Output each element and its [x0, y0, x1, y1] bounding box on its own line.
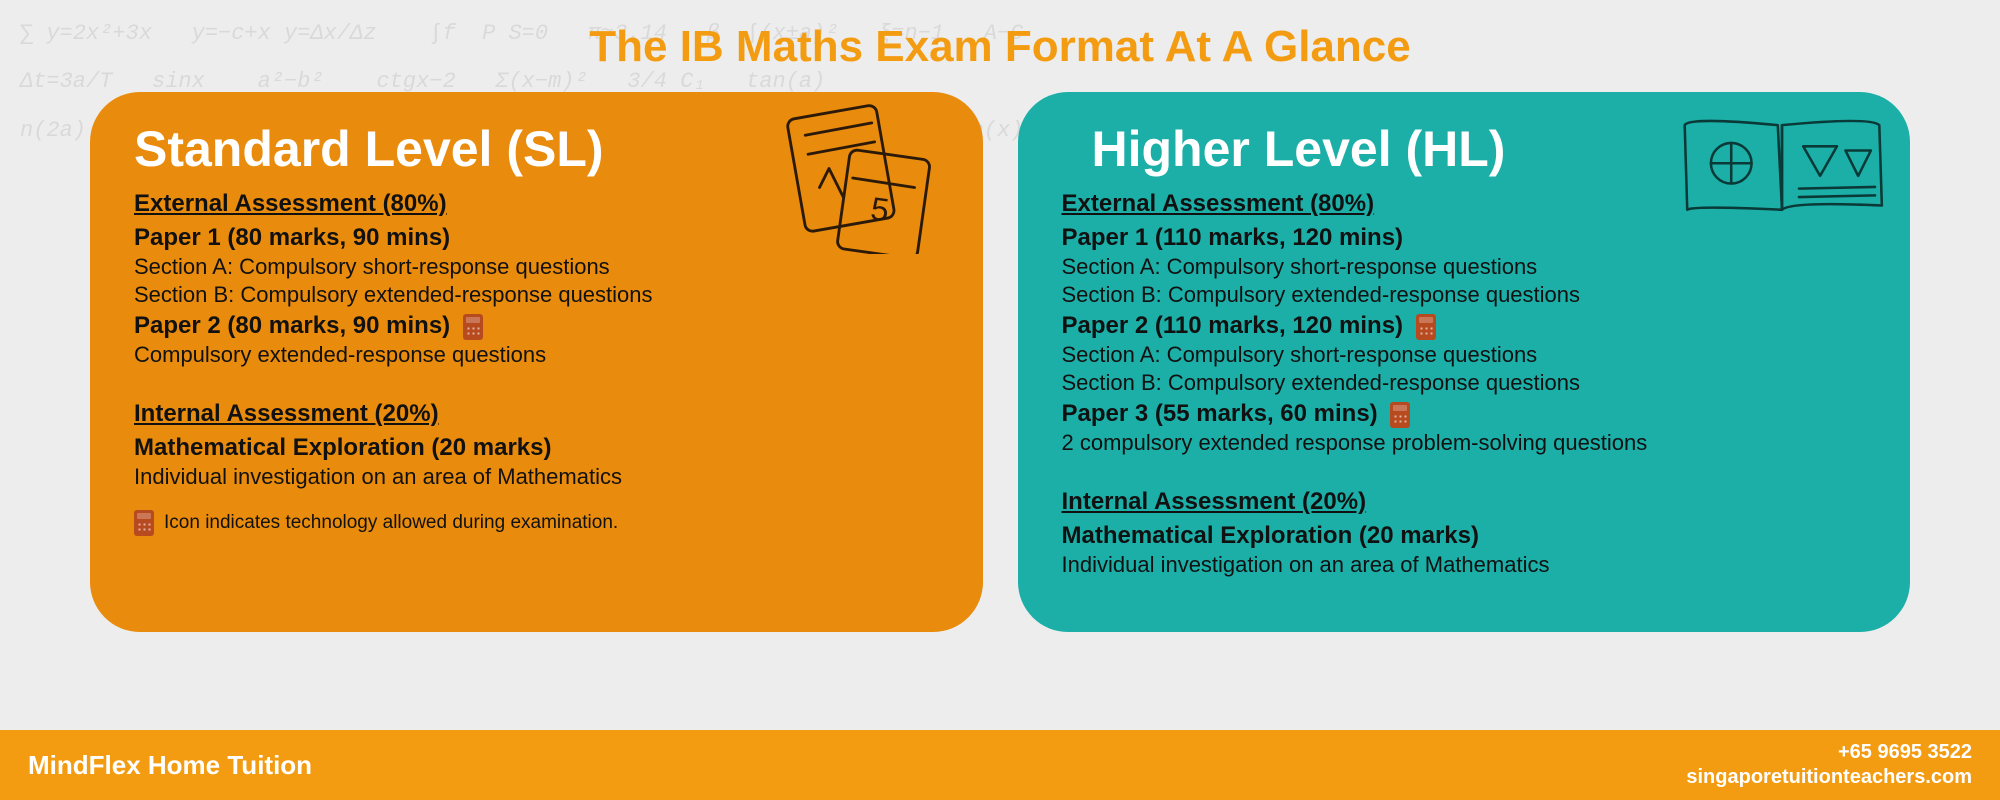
footer-bar: MindFlex Home Tuition +65 9695 3522 sing…: [0, 730, 2000, 800]
contact-site: singaporetuitionteachers.com: [1686, 765, 1972, 790]
books-icon: 5: [753, 102, 943, 254]
brand-name: MindFlex Home Tuition: [28, 750, 312, 781]
hl-paper1-section-b: Section B: Compulsory extended-response …: [1062, 282, 1867, 308]
open-book-icon: [1672, 104, 1892, 231]
sl-paper1-section-b: Section B: Compulsory extended-response …: [134, 282, 939, 308]
sl-card: 5 Standard Level (SL) External Assessmen…: [90, 92, 983, 632]
calculator-icon: [1416, 314, 1436, 340]
calculator-icon: [463, 314, 483, 340]
sl-paper1-section-a: Section A: Compulsory short-response que…: [134, 254, 939, 280]
hl-paper2-section-b: Section B: Compulsory extended-response …: [1062, 370, 1867, 396]
cards-container: 5 Standard Level (SL) External Assessmen…: [0, 72, 2000, 632]
sl-paper2: Paper 2 (80 marks, 90 mins): [134, 312, 939, 340]
sl-paper2-desc: Compulsory extended-response questions: [134, 342, 939, 368]
calculator-icon: [134, 510, 154, 536]
contact-phone: +65 9695 3522: [1686, 740, 1972, 765]
footnote-text: Icon indicates technology allowed during…: [164, 512, 618, 534]
hl-paper3-label: Paper 3 (55 marks, 60 mins): [1062, 400, 1378, 427]
hl-card: Higher Level (HL) External Assessment (8…: [1018, 92, 1911, 632]
hl-ia-title: Mathematical Exploration (20 marks): [1062, 522, 1867, 550]
hl-paper1-section-a: Section A: Compulsory short-response que…: [1062, 254, 1867, 280]
sl-ia-title: Mathematical Exploration (20 marks): [134, 434, 939, 462]
svg-text:5: 5: [868, 190, 891, 228]
hl-ia-desc: Individual investigation on an area of M…: [1062, 552, 1867, 578]
hl-paper2-section-a: Section A: Compulsory short-response que…: [1062, 342, 1867, 368]
page-title: The IB Maths Exam Format At A Glance: [0, 0, 2000, 72]
hl-paper3: Paper 3 (55 marks, 60 mins): [1062, 400, 1867, 428]
hl-paper2: Paper 2 (110 marks, 120 mins): [1062, 312, 1867, 340]
hl-paper2-label: Paper 2 (110 marks, 120 mins): [1062, 312, 1404, 339]
calculator-icon: [1390, 402, 1410, 428]
hl-paper3-desc: 2 compulsory extended response problem-s…: [1062, 430, 1867, 456]
hl-internal-heading: Internal Assessment (20%): [1062, 488, 1867, 516]
technology-footnote: Icon indicates technology allowed during…: [134, 510, 939, 536]
contact-block: +65 9695 3522 singaporetuitionteachers.c…: [1686, 740, 1972, 790]
sl-internal-heading: Internal Assessment (20%): [134, 400, 939, 428]
sl-ia-desc: Individual investigation on an area of M…: [134, 464, 939, 490]
sl-paper2-label: Paper 2 (80 marks, 90 mins): [134, 312, 450, 339]
